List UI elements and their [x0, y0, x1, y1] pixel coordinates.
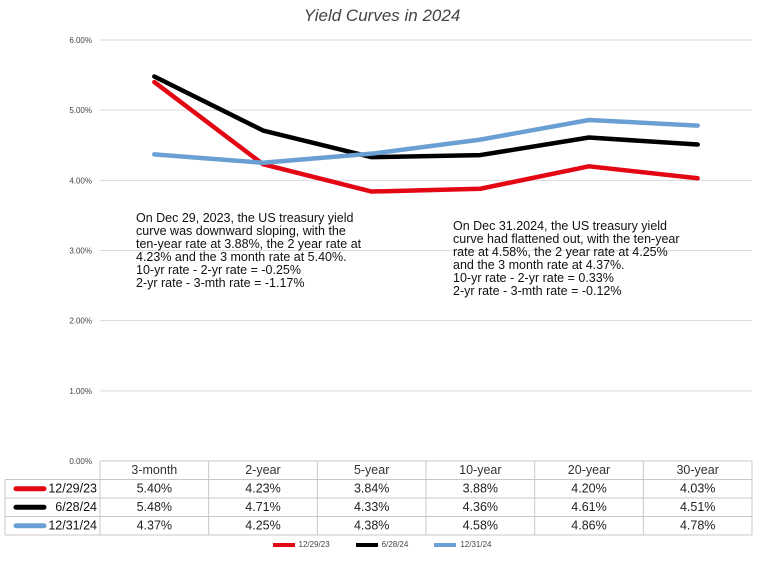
legend-label: 12/31/24	[460, 540, 492, 549]
chart-title: Yield Curves in 2024	[303, 6, 461, 25]
legend-swatch	[272, 542, 295, 547]
x-category-label: 2-year	[245, 463, 280, 477]
y-tick-label: 1.00%	[69, 387, 92, 396]
series-line-6-28-24	[152, 74, 700, 160]
legend-item: 12/29/23	[272, 540, 330, 549]
table-cell-value: 5.40%	[137, 482, 172, 496]
table-cell-value: 4.38%	[354, 519, 389, 533]
y-tick-label: 5.00%	[69, 106, 92, 115]
table-cell-value: 3.84%	[354, 482, 389, 496]
table-cell-value: 5.48%	[137, 500, 172, 514]
x-category-label: 20-year	[568, 463, 610, 477]
annotation-right: On Dec 31.2024, the US treasury yield cu…	[453, 219, 680, 298]
table-cell-value: 4.86%	[571, 519, 606, 533]
legend-label: 6/28/24	[381, 540, 409, 549]
series-line-12-31-24	[152, 117, 700, 166]
table-series-name: 12/29/23	[48, 482, 97, 496]
table-cell-value: 4.20%	[571, 482, 606, 496]
yield-curve-chart: 0.00% 1.00% 2.00% 3.00% 4.00% 5.00% 6.00% 3-mon…	[4, 36, 753, 536]
table-cell-value: 4.33%	[354, 500, 389, 514]
table-cell-value: 4.37%	[137, 519, 172, 533]
table-cell-value: 4.25%	[245, 519, 280, 533]
table-cell-value: 4.23%	[245, 482, 280, 496]
y-tick-label: 4.00%	[69, 176, 92, 185]
x-category-label: 10-year	[459, 463, 501, 477]
legend-item: 6/28/24	[355, 540, 409, 549]
table-series-name: 12/31/24	[48, 519, 97, 533]
legend-swatch	[355, 542, 378, 547]
legend-swatch	[434, 542, 457, 547]
legend-item: 12/31/24	[434, 540, 491, 549]
y-tick-label: 3.00%	[69, 247, 92, 256]
series-line-12-29-23	[152, 79, 700, 194]
table-series-name: 6/28/24	[55, 500, 97, 514]
y-tick-label: 2.00%	[69, 317, 92, 326]
legend: 12/29/23 6/28/24 12/31/24	[0, 540, 764, 549]
x-category-label: 3-month	[131, 463, 177, 477]
y-tick-label: 6.00%	[69, 36, 92, 45]
table-cell-value: 4.51%	[680, 500, 715, 514]
table-cell-value: 4.58%	[463, 519, 498, 533]
table-cell-value: 4.61%	[571, 500, 606, 514]
annotation-left: On Dec 29, 2023, the US treasury yield c…	[136, 211, 362, 290]
table-cell-value: 4.03%	[680, 482, 715, 496]
y-tick-label: 0.00%	[69, 457, 92, 466]
table-cell-value: 4.78%	[680, 519, 715, 533]
table-cell-value: 4.71%	[245, 500, 280, 514]
legend-label: 12/29/23	[298, 540, 330, 549]
x-category-label: 30-year	[676, 463, 718, 477]
table-cell-value: 4.36%	[463, 500, 498, 514]
x-category-label: 5-year	[354, 463, 389, 477]
table-cell-value: 3.88%	[463, 482, 498, 496]
